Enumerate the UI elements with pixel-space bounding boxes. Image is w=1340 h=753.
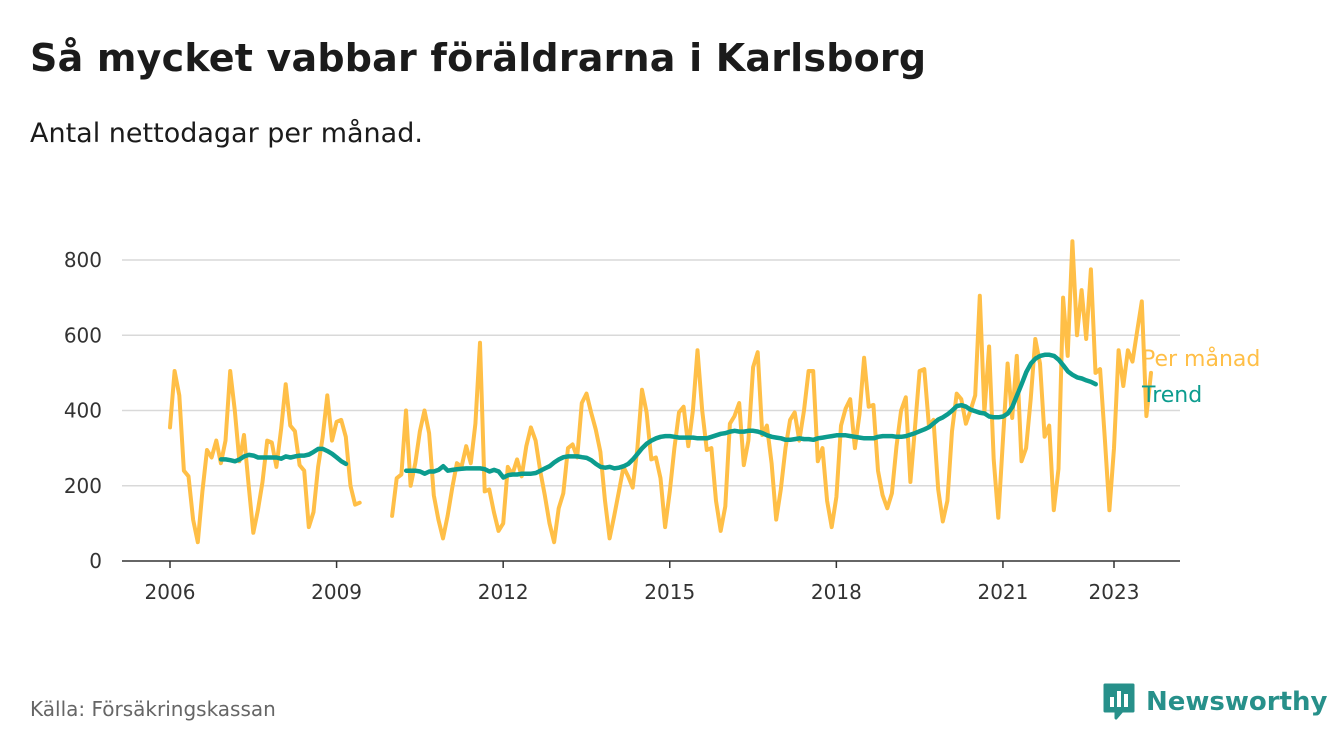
brand-logo[interactable]: Newsworthy (1102, 682, 1327, 722)
series-label-per-manad: Per månad (1142, 346, 1260, 372)
x-tick-label: 2021 (977, 580, 1028, 604)
series-line-per-manad (168, 239, 1153, 545)
x-tick-label: 2012 (478, 580, 529, 604)
chart-title: Så mycket vabbar föräldrarna i Karlsborg (30, 36, 927, 80)
x-tick-label: 2018 (811, 580, 862, 604)
series-labels: Per månad Trend (1141, 346, 1260, 408)
chart-subtitle: Antal nettodagar per månad. (30, 118, 423, 149)
y-tick-label: 0 (89, 549, 102, 573)
y-tick-label: 200 (64, 474, 102, 498)
y-tick-label: 800 (64, 248, 102, 272)
x-tick-label: 2015 (644, 580, 695, 604)
y-tick-label: 600 (64, 323, 102, 347)
series-label-trend: Trend (1141, 383, 1202, 408)
y-axis-tick-labels: 0 200 400 600 800 (64, 248, 102, 573)
x-tick-label: 2009 (311, 580, 362, 604)
x-axis: 2006 2009 2012 2015 2018 2021 2023 (122, 560, 1180, 604)
series-lines (168, 239, 1153, 545)
y-tick-label: 400 (64, 399, 102, 423)
newsworthy-logo-icon (1103, 683, 1135, 720)
brand-name: Newsworthy (1146, 687, 1328, 717)
source-note: Källa: Försäkringskassan (30, 697, 276, 721)
series-line-trend (218, 352, 1098, 480)
x-tick-label: 2006 (145, 580, 196, 604)
x-tick-label: 2023 (1089, 580, 1140, 604)
